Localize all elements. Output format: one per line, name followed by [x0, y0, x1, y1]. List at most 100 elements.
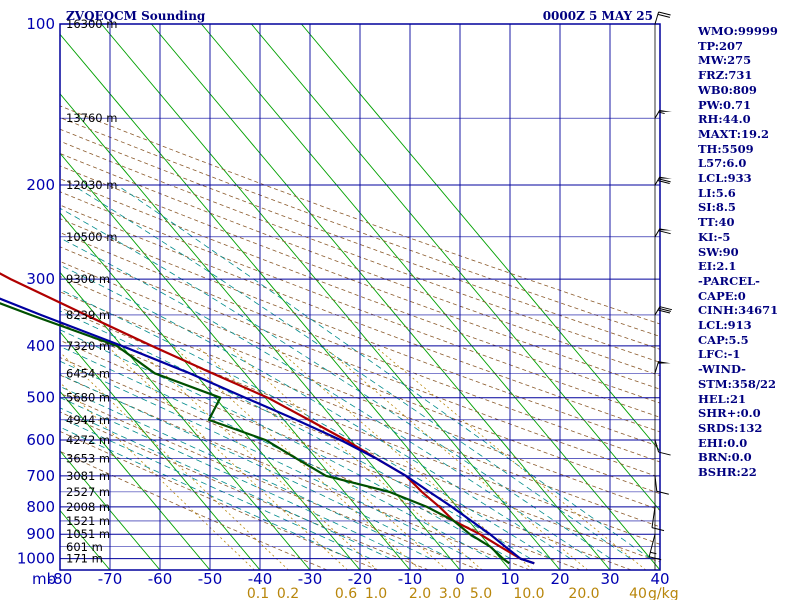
height-label: 5680 m — [66, 391, 110, 405]
wind-barb-staff — [654, 228, 661, 238]
height-label: 4944 m — [66, 413, 110, 427]
dry-adiabat-line — [60, 374, 531, 570]
wind-barb — [654, 475, 669, 495]
index-item: STM:358/22 — [698, 376, 777, 391]
wind-barb — [651, 506, 665, 532]
mixing-ratio-tick-label: 0.6 — [335, 586, 357, 600]
index-item: FRZ:731 — [698, 68, 753, 83]
wind-barb-staff — [654, 361, 660, 374]
wind-barb-pennant — [658, 109, 672, 112]
dry-adiabat-line — [60, 307, 660, 545]
mixing-ratio-tick-label: 40 — [629, 586, 647, 600]
moist-adiabat-line — [60, 360, 471, 560]
isotherm-line — [60, 212, 361, 570]
isotherm-line — [60, 390, 211, 570]
mixing-ratio-tick-label: 1.0 — [365, 586, 387, 600]
isotherm-line — [201, 24, 660, 570]
height-label: 10500 m — [66, 230, 117, 244]
index-item: WB0:809 — [698, 82, 757, 97]
index-item: TT:40 — [698, 215, 735, 230]
wind-barb — [654, 439, 671, 456]
index-item: RH:44.0 — [698, 112, 751, 127]
index-item: WMO:99999 — [698, 24, 778, 38]
height-label: 13760 m — [66, 111, 117, 125]
dry-adiabat-line — [60, 357, 581, 570]
wind-barb-flag — [657, 13, 670, 18]
wind-barb-flag — [658, 11, 671, 16]
mixing-ratio-tick-label: 5.0 — [470, 586, 492, 600]
mixing-ratio-line — [106, 345, 348, 570]
pressure-tick-label: 1000 — [17, 550, 55, 568]
index-item: CAPE:0 — [698, 288, 746, 303]
index-item: LI:5.6 — [698, 185, 736, 200]
mixing-ratio-tick-label: 0.2 — [277, 586, 299, 600]
sounding-indices-list: WMO:99999 TP:207 MW:275 FRZ:731 WB0:809 PW:0.… — [698, 24, 798, 480]
isotherm-line — [60, 152, 411, 570]
height-label: 3653 m — [66, 452, 110, 466]
pressure-tick-label: 400 — [26, 337, 55, 355]
index-item: LFC:-1 — [698, 347, 741, 362]
isotherm-line — [60, 450, 161, 570]
wind-barb — [654, 228, 672, 238]
wind-barb-flag — [657, 309, 671, 314]
wind-barb-staff — [654, 475, 658, 492]
wind-barb-flag — [659, 306, 673, 311]
isotherm-line — [151, 24, 611, 570]
height-label: 1521 m — [66, 514, 110, 528]
wind-barb — [648, 534, 662, 561]
mixing-ratio-line — [228, 345, 483, 570]
wind-barb — [654, 306, 673, 316]
dry-adiabat-line — [60, 204, 660, 433]
dry-adiabat-line — [60, 392, 480, 570]
index-item: HEL:21 — [698, 391, 746, 406]
isotherm-line — [251, 24, 660, 512]
dry-adiabat-line — [60, 153, 660, 377]
wind-barb-pennant — [657, 361, 671, 364]
height-label: 3081 m — [66, 469, 110, 483]
index-item: CINH:34671 — [698, 303, 779, 318]
mixing-ratio-line — [172, 345, 421, 570]
wind-barb — [654, 361, 671, 374]
temperature-tick-label: 40 — [650, 570, 669, 588]
mixing-ratio-tick-label: 10.0 — [513, 586, 544, 600]
height-label: 16300 m — [66, 17, 117, 31]
mixing-ratio-line — [322, 345, 588, 570]
isotherm-line — [60, 33, 511, 570]
moist-adiabat-line — [72, 184, 631, 560]
temperature-tick-label: 30 — [600, 570, 619, 588]
height-label: 2008 m — [66, 500, 110, 514]
index-item: L57:6.0 — [698, 156, 747, 171]
wind-barbs — [648, 11, 673, 570]
isotherm-line — [60, 569, 61, 570]
chart-grid — [59, 23, 661, 571]
pressure-tick-label: 300 — [26, 270, 55, 288]
moist-adiabat-line — [60, 386, 431, 560]
wind-barb-half-flag — [650, 551, 657, 555]
mixing-ratio-tick-label: 3.0 — [439, 586, 461, 600]
index-item: EHI:0.0 — [698, 435, 748, 450]
dry-adiabat-line — [60, 140, 660, 363]
parcel-profile — [0, 297, 535, 565]
pressure-unit-label: mb — [32, 570, 56, 588]
moist-adiabat-line — [60, 237, 591, 560]
chart-series — [0, 272, 535, 565]
temperature-tick-label: -50 — [198, 570, 223, 588]
index-item: PW:0.71 — [698, 97, 752, 112]
height-label: 7320 m — [66, 339, 110, 353]
mixing-ratio-line — [374, 345, 647, 570]
wind-barb-staff — [651, 506, 656, 528]
plot-frame — [59, 23, 661, 571]
isotherm-line — [101, 24, 561, 570]
temperature-tick-label: 20 — [550, 570, 569, 588]
moist-adiabat-line — [60, 417, 371, 560]
wind-barb-flag — [658, 178, 671, 183]
height-label: 4272 m — [66, 433, 110, 447]
height-label: 1051 m — [66, 527, 110, 541]
wind-barb-staff — [654, 176, 661, 186]
temperature-tick-label: -70 — [98, 570, 123, 588]
temperature-tick-label: -10 — [398, 570, 423, 588]
dry-adiabat-line — [60, 323, 660, 563]
dry-adiabat-line — [60, 191, 660, 418]
